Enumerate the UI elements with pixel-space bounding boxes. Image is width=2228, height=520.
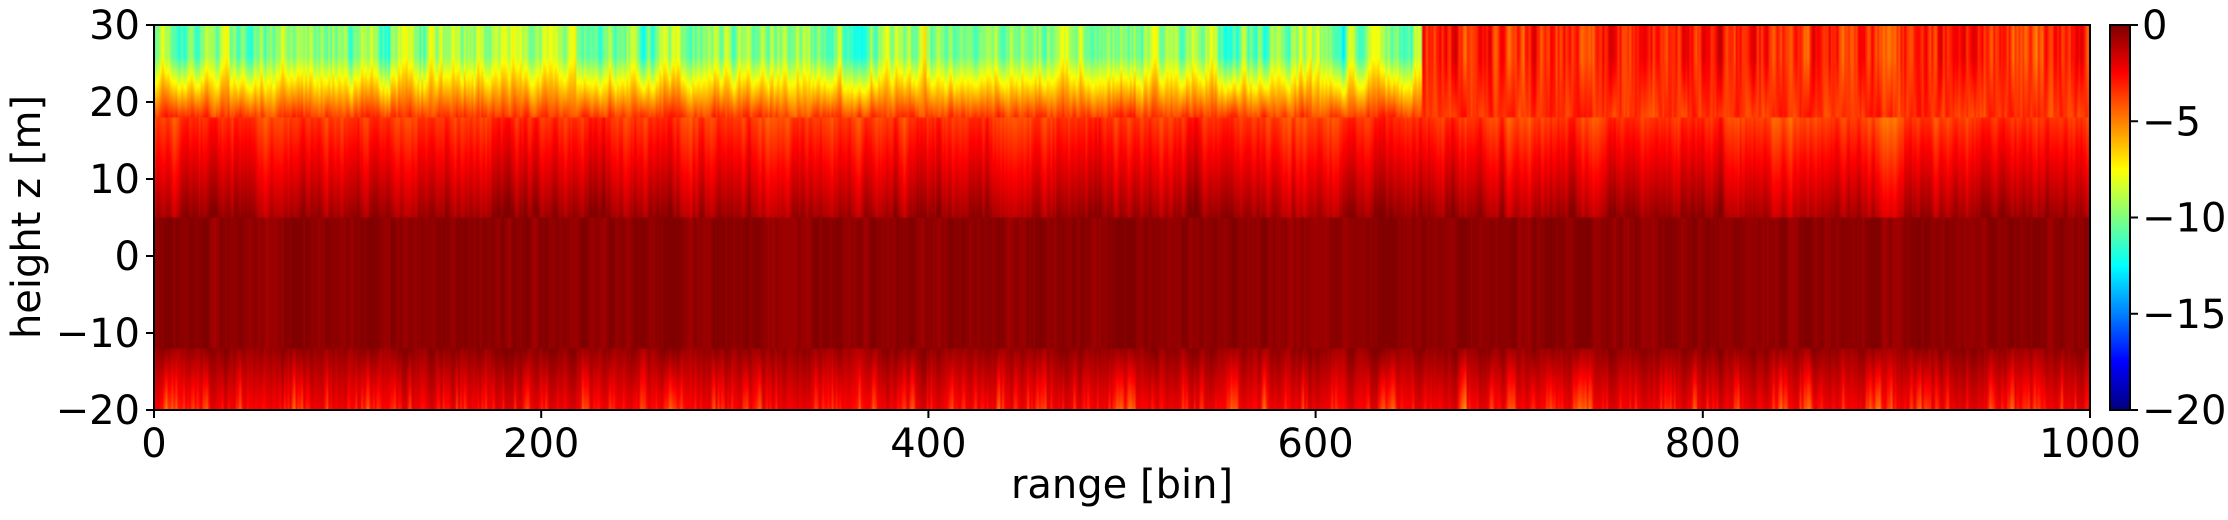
y-tick-label: −20	[56, 388, 140, 434]
y-tick-label: −10	[56, 311, 140, 357]
y-tick-label: 30	[89, 3, 140, 49]
x-axis: 0 200 400 600 800 1000	[141, 410, 2141, 467]
x-tick-label: 800	[1665, 421, 1741, 467]
x-tick-label: 400	[890, 421, 966, 467]
heatmap-field	[154, 25, 2090, 410]
colorbar-tick-label: −10	[2142, 196, 2226, 242]
x-axis-label: range [bin]	[1011, 462, 1233, 508]
x-tick-label: 1000	[2039, 421, 2141, 467]
y-axis: 30 20 10 0 −10 −20	[56, 3, 154, 434]
colorbar-tick-label: −15	[2142, 292, 2226, 338]
colorbar-tick-label: −20	[2142, 388, 2226, 434]
plot-frame	[153, 24, 2091, 411]
colorbar-tick-label: 0	[2142, 3, 2167, 49]
colorbar-gradient	[2109, 24, 2131, 411]
colorbar-tick-label: −5	[2142, 99, 2201, 145]
colorbar: 0 −5 −10 −15 −20	[2109, 3, 2226, 434]
y-tick-label: 10	[89, 157, 140, 203]
y-tick-label: 20	[89, 80, 140, 126]
y-axis-label: height z [m]	[4, 95, 50, 339]
x-tick-label: 200	[503, 421, 579, 467]
y-tick-label: 0	[115, 234, 140, 280]
colorbar-ticks: 0 −5 −10 −15 −20	[2130, 3, 2226, 434]
x-tick-label: 600	[1277, 421, 1353, 467]
x-tick-label: 0	[141, 421, 166, 467]
